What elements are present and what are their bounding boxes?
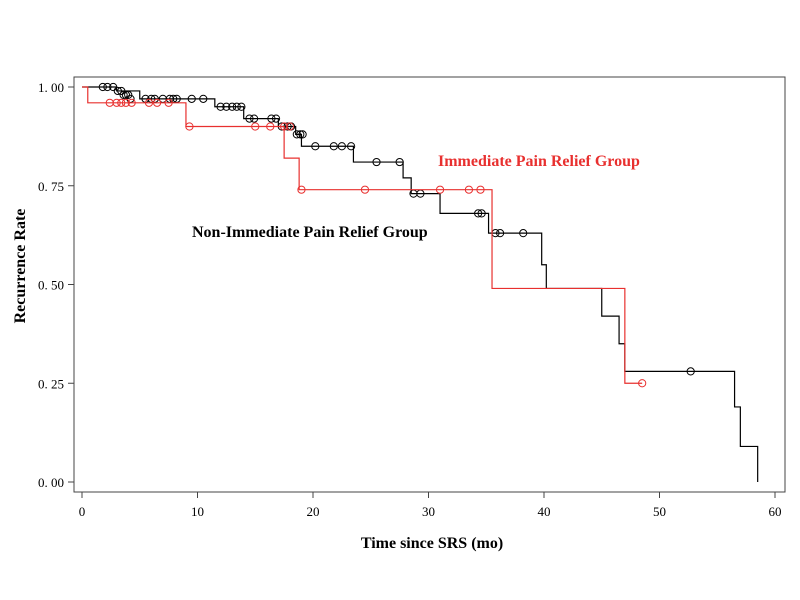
- non-immediate-censor-mark: [103, 82, 112, 92]
- non-immediate-censor-mark: [496, 229, 505, 238]
- immediate-censor-mark: [638, 379, 647, 388]
- non-immediate-censor-mark: [216, 102, 225, 111]
- series-layer: [82, 82, 759, 482]
- non-immediate-censor-mark: [228, 102, 237, 111]
- non-immediate-censor-mark: [298, 130, 307, 139]
- non-immediate-censor-mark: [187, 94, 196, 103]
- immediate-censor-mark: [464, 185, 474, 194]
- non-immediate-censor-mark: [395, 157, 404, 167]
- non-immediate-censor-mark: [119, 90, 128, 100]
- immediate-censor-mark: [297, 185, 306, 194]
- y-tick-label: 0. 50: [38, 278, 64, 293]
- non-immediate-censor-mark: [329, 142, 338, 151]
- x-axis-title: Time since SRS (mo): [361, 535, 503, 552]
- non-immediate-censor-mark: [372, 157, 381, 167]
- non-immediate-censor-mark: [296, 130, 305, 139]
- non-immediate-censor-mark: [124, 90, 133, 100]
- series-group: [82, 82, 759, 482]
- y-axis: 0. 00 0. 25 0. 50 0. 75 1. 00: [38, 80, 74, 490]
- x-tick-label: 20: [307, 504, 320, 519]
- non-immediate-censor-mark: [249, 114, 259, 123]
- series-group: [82, 86, 647, 388]
- y-tick-label: 0. 75: [38, 179, 64, 194]
- non-immediate-censor-mark: [199, 94, 208, 103]
- non-immediate-censor-mark: [292, 130, 301, 139]
- non-immediate-censor-mark: [113, 86, 122, 96]
- non-immediate-censor-mark: [245, 114, 254, 123]
- plot-frame: [73, 76, 786, 493]
- non-immediate-censor-mark: [267, 114, 276, 123]
- x-tick-label: 30: [422, 504, 435, 519]
- x-tick-label: 0: [79, 504, 86, 519]
- non-immediate-censor-mark: [222, 102, 231, 111]
- non-immediate-step-line: [82, 86, 759, 482]
- y-tick-label: 0. 00: [38, 475, 64, 490]
- immediate-censor-mark: [476, 185, 485, 194]
- non-immediate-censor-mark: [347, 142, 356, 151]
- non-immediate-group-label: Non-Immediate Pain Relief Group: [192, 224, 428, 241]
- x-tick-label: 40: [538, 504, 551, 519]
- non-immediate-censor-mark: [686, 367, 695, 376]
- non-immediate-censor-mark: [271, 114, 281, 123]
- immediate-group-label: Immediate Pain Relief Group: [438, 153, 640, 170]
- immediate-censor-mark: [285, 122, 294, 131]
- y-tick-label: 0. 25: [38, 376, 64, 391]
- immediate-censor-mark: [121, 98, 130, 107]
- immediate-censor-mark: [280, 122, 289, 131]
- immediate-censor-mark: [266, 122, 275, 131]
- y-tick-label: 1. 00: [38, 80, 64, 95]
- immediate-censor-mark: [185, 122, 194, 131]
- immediate-censor-mark: [144, 98, 154, 107]
- x-tick-label: 60: [769, 504, 782, 519]
- non-immediate-censor-mark: [232, 102, 241, 111]
- non-immediate-censor-mark: [337, 142, 346, 151]
- immediate-censor-mark: [117, 98, 126, 107]
- non-immediate-censor-mark: [237, 102, 246, 111]
- non-immediate-censor-mark: [98, 82, 107, 92]
- x-tick-label: 10: [191, 504, 204, 519]
- x-axis: 0 10 20 30 40 50 60: [79, 492, 782, 519]
- non-immediate-censor-mark: [311, 142, 320, 151]
- non-immediate-censor-mark: [477, 209, 486, 218]
- x-tick-label: 50: [653, 504, 666, 519]
- non-immediate-censor-mark: [474, 209, 483, 218]
- immediate-censor-mark: [112, 98, 121, 107]
- y-axis-title: Recurrence Rate: [12, 209, 29, 324]
- immediate-censor-mark: [435, 185, 445, 194]
- non-immediate-censor-mark: [519, 229, 528, 238]
- immediate-censor-mark: [251, 122, 260, 131]
- immediate-censor-mark: [360, 185, 370, 194]
- immediate-censor-mark: [127, 98, 136, 107]
- immediate-censor-mark: [152, 98, 162, 107]
- immediate-censor-mark: [164, 98, 173, 107]
- immediate-step-line: [82, 86, 643, 384]
